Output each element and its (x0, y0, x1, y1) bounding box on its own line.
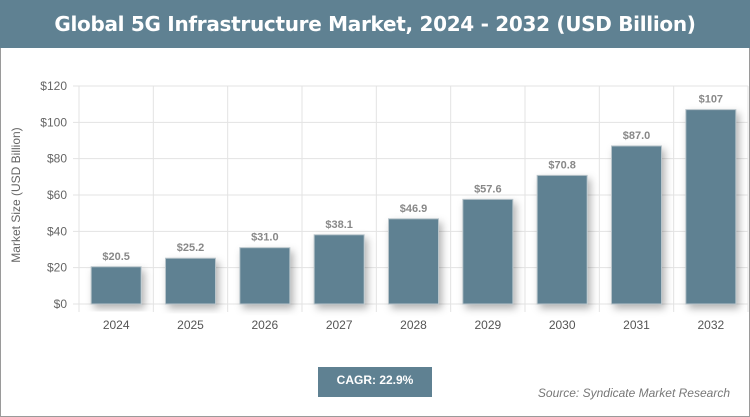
data-label: $46.9 (400, 203, 428, 215)
y-axis-label: Market Size (USD Billion) (9, 127, 23, 262)
bar (685, 109, 737, 305)
y-tick-label: $120 (40, 79, 67, 93)
x-tick-label: 2026 (251, 318, 278, 332)
y-tick-label: $100 (40, 115, 67, 129)
x-tick-label: 2031 (623, 318, 650, 332)
data-label: $87.0 (623, 130, 651, 142)
bar (239, 247, 291, 305)
y-tick-label: $80 (47, 152, 67, 166)
bar (388, 218, 439, 305)
x-tick-label: 2029 (474, 318, 501, 332)
y-tick-label: $0 (54, 297, 68, 311)
bar (90, 266, 142, 305)
bar (313, 234, 365, 305)
y-tick-label: $40 (47, 224, 67, 238)
x-tick-label: 2024 (103, 318, 130, 332)
x-tick-label: 2027 (326, 318, 353, 332)
data-label: $107 (699, 94, 723, 106)
bar (165, 257, 216, 305)
data-label: $57.6 (474, 183, 502, 195)
source-note: Source: Syndicate Market Research (537, 386, 730, 400)
chart-title: Global 5G Infrastructure Market, 2024 - … (0, 0, 750, 48)
data-label: $31.0 (251, 232, 279, 244)
data-label: $20.5 (102, 251, 130, 263)
y-tick-label: $20 (47, 261, 67, 275)
x-tick-label: 2030 (549, 318, 576, 332)
bar (462, 198, 514, 305)
bar (536, 174, 588, 305)
x-tick-label: 2032 (697, 318, 724, 332)
bar (611, 145, 662, 305)
data-label: $38.1 (325, 219, 353, 231)
x-tick-label: 2028 (400, 318, 427, 332)
x-tick-label: 2025 (177, 318, 204, 332)
cagr-badge: CAGR: 22.9% (318, 367, 432, 397)
y-tick-label: $60 (47, 188, 67, 202)
data-label: $25.2 (177, 242, 205, 254)
data-label: $70.8 (548, 159, 576, 171)
